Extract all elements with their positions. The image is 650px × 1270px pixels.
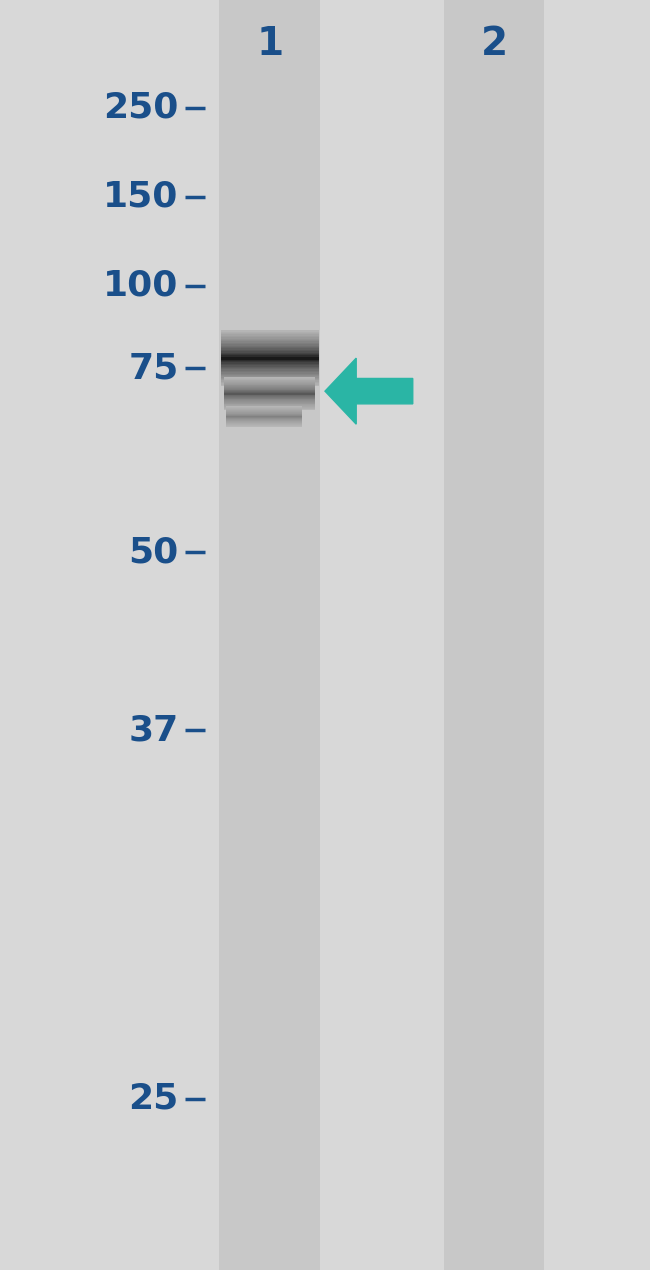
Bar <box>221 353 318 356</box>
Text: 50: 50 <box>129 536 179 569</box>
Bar <box>224 404 315 405</box>
Bar <box>224 377 315 378</box>
Bar <box>224 392 315 394</box>
Bar <box>224 385 315 386</box>
Bar <box>221 333 318 334</box>
Bar <box>221 376 318 377</box>
Bar <box>224 408 315 409</box>
Bar <box>224 391 315 392</box>
Bar <box>224 384 315 386</box>
Bar <box>224 399 315 400</box>
Bar <box>221 339 318 342</box>
Bar <box>221 361 318 362</box>
Bar <box>224 400 315 401</box>
FancyArrow shape <box>325 358 413 424</box>
Bar <box>221 329 318 331</box>
Bar <box>221 363 318 366</box>
Bar <box>221 381 318 384</box>
Text: 250: 250 <box>103 91 179 124</box>
Bar <box>224 398 315 399</box>
Bar <box>221 373 318 375</box>
Bar <box>224 403 315 404</box>
Bar <box>224 386 315 387</box>
Bar <box>224 394 315 395</box>
Bar <box>221 359 318 361</box>
Bar <box>224 380 315 381</box>
Bar <box>221 338 318 340</box>
Bar <box>221 343 318 345</box>
Bar <box>221 342 318 344</box>
Bar <box>224 400 315 401</box>
Bar <box>224 405 315 406</box>
Bar <box>224 395 315 396</box>
Bar <box>221 362 318 363</box>
Bar <box>221 337 318 339</box>
Bar <box>224 389 315 390</box>
Bar <box>221 352 318 354</box>
Bar <box>221 348 318 349</box>
Bar <box>221 384 318 386</box>
Text: 37: 37 <box>129 714 179 747</box>
Bar <box>221 368 318 371</box>
Text: 25: 25 <box>129 1082 179 1115</box>
Bar <box>224 382 315 384</box>
Bar <box>443 0 545 1270</box>
Bar <box>221 347 318 348</box>
Bar <box>221 349 318 351</box>
Bar <box>224 394 315 395</box>
Bar <box>224 401 315 403</box>
Bar <box>221 356 318 358</box>
Bar <box>224 390 315 391</box>
Bar <box>221 358 318 359</box>
Bar <box>221 380 318 382</box>
Bar <box>224 377 315 378</box>
Bar <box>221 371 318 373</box>
Text: 1: 1 <box>256 25 283 64</box>
Bar <box>221 377 318 378</box>
Bar <box>224 398 315 400</box>
Bar <box>224 378 315 381</box>
Bar <box>221 334 318 335</box>
Bar <box>221 375 318 376</box>
Bar <box>221 354 318 357</box>
Bar <box>221 378 318 381</box>
Text: 100: 100 <box>103 269 179 302</box>
Bar <box>224 405 315 406</box>
Text: 2: 2 <box>480 25 508 64</box>
Bar <box>221 345 318 347</box>
Bar <box>221 335 318 338</box>
Bar <box>224 395 315 398</box>
Bar <box>221 366 318 368</box>
Bar <box>224 386 315 387</box>
Bar <box>224 384 315 385</box>
Bar <box>221 331 318 333</box>
Bar <box>224 378 315 380</box>
Bar <box>219 0 320 1270</box>
Bar <box>224 408 315 409</box>
Text: 150: 150 <box>103 180 179 213</box>
Bar <box>224 396 315 398</box>
Bar <box>221 382 318 385</box>
Bar <box>224 381 315 384</box>
Bar <box>221 367 318 370</box>
Bar <box>224 409 315 410</box>
Bar <box>221 351 318 353</box>
Bar <box>224 387 315 389</box>
Bar <box>221 340 318 343</box>
Bar <box>224 389 315 390</box>
Bar <box>224 391 315 392</box>
Bar <box>224 381 315 382</box>
Bar <box>221 364 318 367</box>
Bar <box>224 406 315 408</box>
Text: 75: 75 <box>129 352 179 385</box>
Bar <box>224 403 315 404</box>
Bar <box>221 370 318 372</box>
